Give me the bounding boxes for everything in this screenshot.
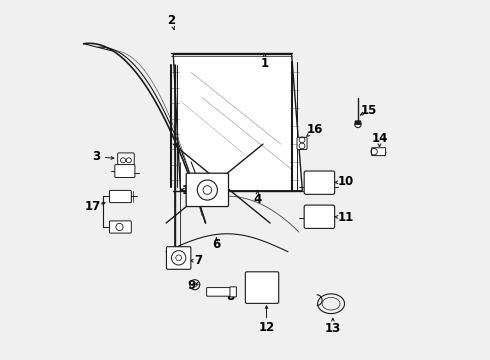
- Text: 9: 9: [187, 279, 196, 292]
- Text: 1: 1: [261, 57, 269, 70]
- FancyBboxPatch shape: [297, 137, 307, 149]
- FancyBboxPatch shape: [304, 205, 335, 228]
- FancyBboxPatch shape: [109, 190, 131, 203]
- FancyBboxPatch shape: [371, 148, 386, 156]
- FancyBboxPatch shape: [115, 165, 135, 177]
- Text: 15: 15: [361, 104, 377, 117]
- Text: 7: 7: [195, 254, 202, 267]
- Text: 13: 13: [325, 322, 341, 335]
- Text: 2: 2: [168, 14, 175, 27]
- FancyBboxPatch shape: [355, 121, 361, 125]
- Text: 17: 17: [84, 201, 101, 213]
- Text: 18: 18: [181, 184, 197, 197]
- FancyBboxPatch shape: [304, 171, 335, 194]
- Text: 6: 6: [212, 238, 220, 251]
- Text: 12: 12: [258, 320, 274, 333]
- Polygon shape: [173, 54, 302, 191]
- Text: 8: 8: [226, 290, 235, 303]
- FancyBboxPatch shape: [245, 272, 279, 303]
- Text: 4: 4: [253, 193, 262, 206]
- Text: 16: 16: [307, 123, 323, 136]
- Text: 3: 3: [92, 150, 100, 163]
- Text: 11: 11: [337, 211, 354, 224]
- FancyBboxPatch shape: [207, 288, 235, 296]
- FancyBboxPatch shape: [230, 287, 236, 297]
- Text: 14: 14: [371, 132, 388, 145]
- FancyBboxPatch shape: [118, 153, 134, 168]
- Text: 5: 5: [210, 188, 219, 201]
- FancyBboxPatch shape: [109, 221, 131, 233]
- FancyBboxPatch shape: [186, 173, 228, 207]
- Text: 10: 10: [337, 175, 354, 188]
- FancyBboxPatch shape: [167, 247, 191, 269]
